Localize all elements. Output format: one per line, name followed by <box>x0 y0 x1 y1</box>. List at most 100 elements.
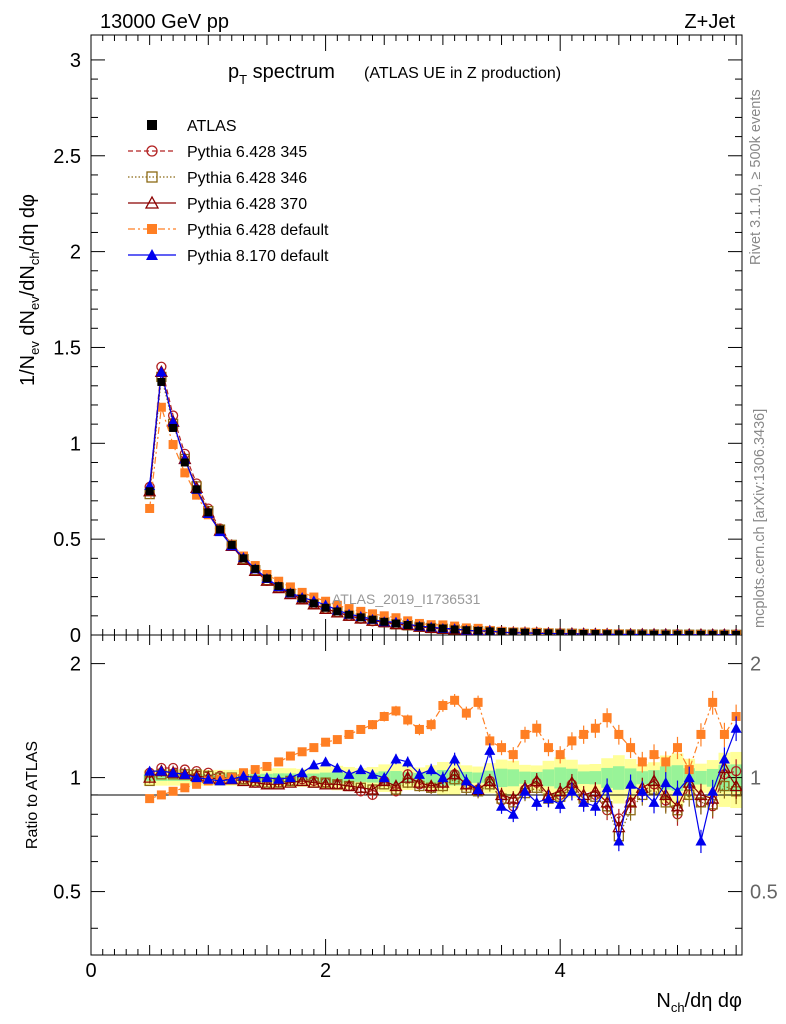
legend-entry: Pythia 6.428 346 <box>128 170 307 187</box>
inner-band <box>354 773 367 782</box>
legend-marker <box>144 195 160 209</box>
inner-band <box>589 771 602 785</box>
main-plot-series <box>143 361 742 635</box>
atlas-point <box>427 623 436 632</box>
inner-band <box>554 767 567 789</box>
legend-entry: Pythia 6.428 345 <box>128 144 307 161</box>
ratio-tick-label-right: 1 <box>750 768 761 790</box>
atlas-point <box>485 627 494 635</box>
ratio-point <box>636 785 648 796</box>
ratio-point <box>696 729 706 739</box>
ratio-point <box>248 775 262 788</box>
legend-marker <box>146 249 158 260</box>
ratio-point <box>378 772 390 783</box>
y-label-part2: dN <box>17 310 39 341</box>
atlas-point <box>251 564 260 573</box>
atlas-point <box>696 630 705 635</box>
ratio-point <box>295 774 309 787</box>
atlas-point <box>180 458 189 467</box>
data-point <box>167 416 179 427</box>
ratio-point <box>284 772 296 783</box>
atlas-point <box>192 485 201 494</box>
rivet-version-label: Rivet 3.1.10, ≥ 500k events <box>748 89 764 265</box>
ratio-point <box>623 795 638 808</box>
ratio-tick-label: 2 <box>70 654 81 676</box>
ratio-point <box>283 775 298 788</box>
atlas-point <box>626 630 635 635</box>
atlas-point <box>274 582 283 591</box>
ratio-point <box>719 729 729 739</box>
atlas-point <box>145 487 154 496</box>
ratio-point <box>672 743 682 753</box>
x-tick-label: 4 <box>555 960 566 982</box>
ratio-tick-label: 1 <box>70 768 81 790</box>
atlas-point <box>673 630 682 635</box>
data-point <box>168 440 178 450</box>
ratio-point <box>343 768 355 779</box>
atlas-point <box>309 599 318 608</box>
inner-band <box>472 772 484 783</box>
ratio-point <box>308 759 320 770</box>
ratio-point <box>719 780 730 792</box>
data-point <box>285 582 295 592</box>
ratio-tick-label-right: 0.5 <box>750 882 778 904</box>
ratio-point <box>168 786 178 796</box>
inner-band <box>519 771 531 784</box>
data-point <box>180 468 190 478</box>
ratio-point <box>683 772 695 783</box>
ratio-point <box>473 697 483 707</box>
atlas-point <box>708 630 717 635</box>
atlas-point <box>650 630 659 635</box>
ratio-point <box>155 765 167 776</box>
atlas-point <box>544 629 553 635</box>
ratio-point <box>555 750 565 760</box>
ratio-point <box>694 788 708 801</box>
data-point <box>156 402 166 412</box>
atlas-point <box>380 617 389 626</box>
y-label-sub2: ev <box>27 296 42 310</box>
ratio-point <box>531 796 543 807</box>
atlas-point <box>345 610 354 619</box>
ratio-point <box>249 772 261 783</box>
ratio-point <box>660 777 672 788</box>
atlas-point <box>415 622 424 631</box>
ratio-point <box>425 764 437 775</box>
axis-tick-labels: 0 0.5 1 1.5 2 2.5 3 0 2 4 0.5 0.5 1 1 2 2 <box>53 50 778 982</box>
ratio-point <box>602 713 612 723</box>
atlas-point <box>591 630 600 635</box>
ratio-point <box>671 785 683 796</box>
atlas-point <box>227 540 236 549</box>
ratio-point <box>354 780 368 793</box>
ratio-point <box>590 723 600 733</box>
ratio-point <box>460 775 472 786</box>
ratio-point <box>578 796 590 807</box>
ratio-point <box>579 729 589 739</box>
data-point <box>344 604 354 614</box>
ratio-point <box>554 798 566 809</box>
legend: ATLAS Pythia 6.428 345 Pythia 6.428 346 Pyt… <box>128 118 329 265</box>
ratio-point <box>344 729 354 739</box>
inner-band <box>542 769 555 787</box>
ratio-point <box>613 835 625 846</box>
atlas-point <box>157 377 166 386</box>
ratio-point <box>483 774 497 787</box>
y-label-sub3: ch <box>27 251 42 265</box>
data-point <box>368 609 378 619</box>
ratio-point <box>438 701 448 711</box>
ratio-point <box>530 774 544 787</box>
ratio-point <box>625 778 637 789</box>
ratio-point <box>695 835 707 846</box>
legend-label: Pythia 6.428 346 <box>187 170 307 187</box>
legend-label: Pythia 6.428 default <box>187 222 329 239</box>
ratio-point <box>461 708 471 718</box>
ratio-point <box>202 773 214 784</box>
ratio-point <box>320 756 332 767</box>
ratio-y-axis-label: Ratio to ATLAS <box>24 741 41 849</box>
y-tick-label: 1.5 <box>53 337 81 359</box>
ratio-point <box>318 777 333 790</box>
x-label-sub: ch <box>671 1000 685 1015</box>
atlas-point <box>497 627 506 635</box>
ratio-point <box>330 777 344 790</box>
atlas-point <box>403 621 412 630</box>
header-energy-label: 13000 GeV pp <box>100 11 229 33</box>
